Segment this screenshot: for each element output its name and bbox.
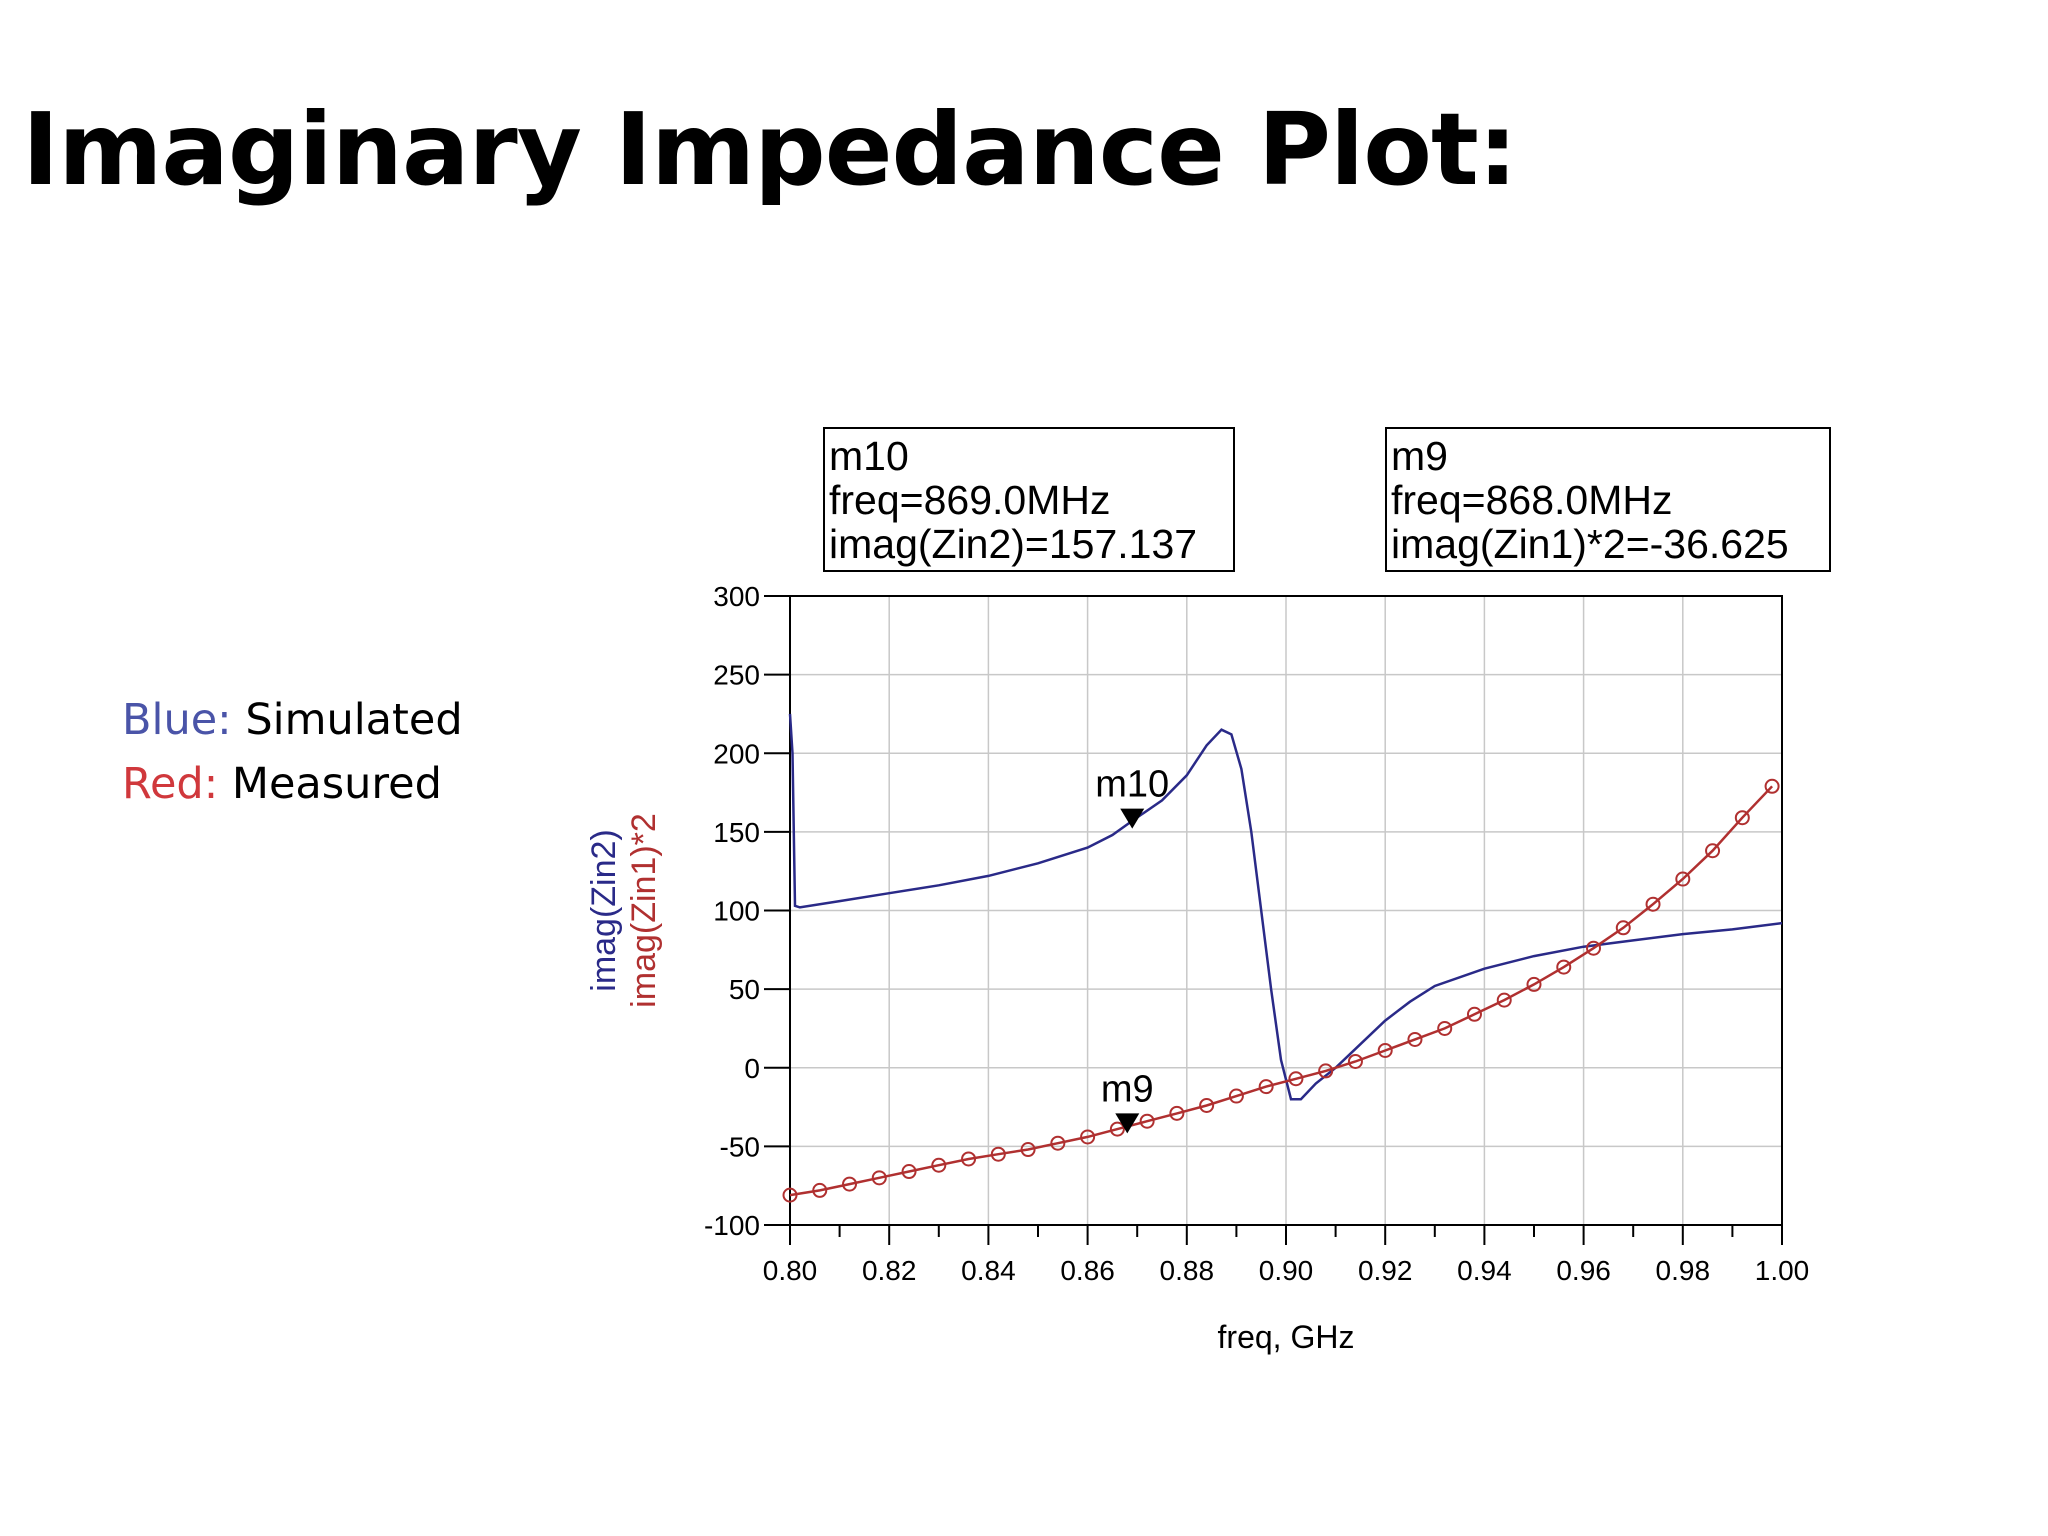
data-point — [1109, 1121, 1125, 1137]
x-tick-label: 0.80 — [763, 1255, 818, 1286]
legend-key-red: Red: — [122, 759, 219, 809]
data-point — [1407, 1031, 1423, 1047]
data-point — [1466, 1006, 1482, 1022]
readout-line: imag(Zin1)*2=-36.625 — [1391, 521, 1789, 567]
y-tick-label: 250 — [713, 660, 760, 691]
data-point — [1318, 1063, 1334, 1079]
y-tick-label: -100 — [704, 1210, 760, 1241]
x-tick-label: 1.00 — [1755, 1255, 1810, 1286]
data-point — [1734, 810, 1750, 826]
x-tick-label: 0.88 — [1160, 1255, 1215, 1286]
series-legend: Blue: Simulated Red: Measured — [122, 688, 463, 816]
data-point — [871, 1170, 887, 1186]
data-point — [1377, 1042, 1393, 1058]
y-tick-label: 100 — [713, 896, 760, 927]
readout-box — [1385, 427, 1831, 572]
readout-box — [823, 427, 1235, 572]
data-point — [990, 1146, 1006, 1162]
data-point — [1526, 976, 1542, 992]
data-point — [812, 1182, 828, 1198]
y-tick-label: 150 — [713, 817, 760, 848]
series-line-2 — [789, 785, 1774, 1197]
data-point — [1437, 1020, 1453, 1036]
marker-m10-triangle — [1120, 808, 1145, 829]
data-point — [1675, 871, 1691, 887]
readout-line: freq=869.0MHz — [829, 477, 1110, 523]
x-tick-label: 0.82 — [862, 1255, 917, 1286]
legend-text-measured: Measured — [218, 759, 442, 809]
data-point — [901, 1164, 917, 1180]
marker-m9-label: m9 — [1101, 1068, 1154, 1110]
y-axis-label-2: imag(Zin1)*2 — [625, 813, 663, 1008]
data-point — [1764, 778, 1780, 794]
y-tick-label: 0 — [744, 1053, 760, 1084]
readout-line: freq=868.0MHz — [1391, 477, 1672, 523]
data-point — [1645, 896, 1661, 912]
data-point — [1556, 959, 1572, 975]
data-point — [1615, 920, 1631, 936]
y-tick-label: 300 — [713, 581, 760, 612]
data-point — [1139, 1113, 1155, 1129]
data-point — [1199, 1097, 1215, 1113]
readout-line: m9 — [1391, 433, 1448, 479]
legend-text-simulated: Simulated — [231, 695, 463, 745]
x-axis-label: freq, GHz — [1218, 1319, 1355, 1355]
slide-title: Imaginary Impedance Plot: — [22, 91, 1518, 208]
grid-layer — [789, 595, 1783, 1226]
x-tick-label: 0.86 — [1060, 1255, 1115, 1286]
data-point — [1258, 1079, 1274, 1095]
x-tick-label: 0.92 — [1358, 1255, 1413, 1286]
series-line-1 — [788, 713, 1783, 1101]
x-tick-label: 0.98 — [1656, 1255, 1711, 1286]
data-point — [1169, 1105, 1185, 1121]
y-axis-label-1: imag(Zin2) — [585, 829, 623, 991]
data-point — [1586, 940, 1602, 956]
data-point — [961, 1151, 977, 1167]
data-point — [1705, 843, 1721, 859]
readout-layer: m10freq=869.0MHzimag(Zin2)=157.137m9freq… — [823, 427, 1831, 572]
x-tick-label: 0.90 — [1259, 1255, 1314, 1286]
series-layer — [782, 713, 1783, 1203]
data-point — [1496, 992, 1512, 1008]
data-point — [1020, 1142, 1036, 1158]
data-point — [931, 1157, 947, 1173]
x-tick-label: 0.94 — [1457, 1255, 1512, 1286]
readout-line: m10 — [829, 433, 909, 479]
data-point — [782, 1187, 798, 1203]
data-point — [842, 1176, 858, 1192]
data-point — [1347, 1053, 1363, 1069]
data-point — [1080, 1129, 1096, 1145]
data-point — [1288, 1071, 1304, 1087]
readout-line: imag(Zin2)=157.137 — [829, 521, 1197, 567]
legend-item-simulated: Blue: Simulated — [122, 688, 463, 752]
y-tick-label: 200 — [713, 738, 760, 769]
marker-m9-triangle — [1115, 1113, 1140, 1134]
y-tick-label: 50 — [729, 974, 760, 1005]
legend-item-measured: Red: Measured — [122, 752, 463, 816]
x-tick-label: 0.96 — [1556, 1255, 1611, 1286]
data-point — [1228, 1088, 1244, 1104]
y-tick-label: -50 — [720, 1131, 760, 1162]
x-tick-label: 0.84 — [961, 1255, 1016, 1286]
data-point — [1050, 1135, 1066, 1151]
marker-m10-label: m10 — [1095, 764, 1169, 806]
legend-key-blue: Blue: — [122, 695, 232, 745]
marker-layer: m10 m9 — [1095, 764, 1169, 1134]
